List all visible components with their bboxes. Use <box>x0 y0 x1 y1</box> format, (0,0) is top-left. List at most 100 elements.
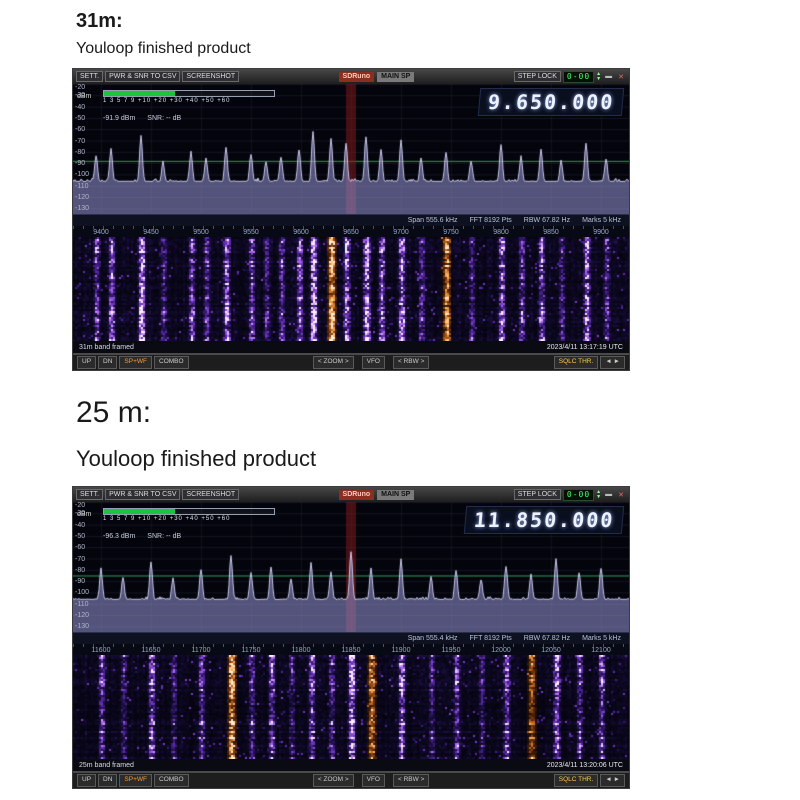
band-subtitle: Youloop finished product <box>76 446 317 471</box>
toolbar-button[interactable]: < ZOOM > <box>312 356 354 369</box>
toolbar-button[interactable]: UP <box>77 774 97 787</box>
toolbar-button[interactable]: COMBO <box>154 356 189 369</box>
pwr-snr-csv-button[interactable]: PWR & SNR TO CSV <box>105 71 181 82</box>
toolbar-button[interactable]: < ZOOM > <box>312 774 354 787</box>
frequency-display[interactable]: 9.650.000 <box>477 88 625 116</box>
status-item: RBW 67.82 Hz <box>523 217 571 224</box>
frequency-tick-label: 9400 <box>93 229 109 236</box>
bottom-toolbar: UP DN SP+WF COMBO < ZOOM > VFO < RBW > SQLC T… <box>73 771 629 788</box>
screenshot-button[interactable]: SCREENSHOT <box>182 489 240 500</box>
frequency-tick-label: 11850 <box>341 647 361 654</box>
band-title: 31m: <box>76 10 123 32</box>
spin-down-icon[interactable]: ▼ <box>596 493 602 500</box>
frequency-display[interactable]: 11.850.000 <box>463 506 625 534</box>
status-bar: Span 555.6 kHz FFT 8192 Pts RBW 67.82 Hz Ma… <box>73 214 629 226</box>
s-meter-fill <box>104 91 176 96</box>
toolbar-button[interactable]: VFO <box>361 356 385 369</box>
settings-button[interactable]: SETT. <box>76 71 104 82</box>
status-item: RBW 67.82 Hz <box>523 635 571 642</box>
toolbar-right-group: SQLC THR. ◄ ► <box>553 774 625 787</box>
close-icon[interactable]: ✕ <box>618 73 624 81</box>
toolbar-left-group: UP DN SP+WF COMBO <box>77 774 189 787</box>
toolbar-button[interactable]: SP+WF <box>119 356 152 369</box>
frequency-axis: 11600 11650 11700 11750 11800 11850 11900 11950… <box>73 644 629 655</box>
timer-spinner[interactable]: ▲ ▼ <box>596 70 602 82</box>
frequency-tick-label: 11650 <box>141 647 161 654</box>
spin-up-icon[interactable]: ▲ <box>596 488 602 495</box>
status-item: Span 555.6 kHz <box>407 217 458 224</box>
s-meter-bar <box>103 90 275 97</box>
toolbar-center-group: < ZOOM > VFO < RBW > <box>192 356 551 369</box>
toolbar-button[interactable]: SP+WF <box>119 774 152 787</box>
sdruno-window-25m: SETT. PWR & SNR TO CSV SCREENSHOT SDRuno… <box>72 486 630 789</box>
timer-display: 0-00 <box>562 70 595 83</box>
toolbar-button[interactable]: COMBO <box>154 774 189 787</box>
toolbar-button[interactable]: UP <box>77 356 97 369</box>
spin-up-icon[interactable]: ▲ <box>596 70 602 77</box>
window-title: SDRuno MAIN SP <box>241 489 512 500</box>
info-row: 31m band framed 2023/4/11 13:17:19 UTC <box>73 341 629 353</box>
frequency-tick-label: 12050 <box>541 647 561 654</box>
titlebar-right: STEP LOCK 0-00 ▲ ▼ ▬ ✕ <box>513 488 626 501</box>
toolbar-button[interactable]: SQLC THR. <box>553 774 599 787</box>
timer-display: 0-00 <box>562 488 595 501</box>
meter-readout: -96.3 dBm SNR: -- dB <box>103 533 181 540</box>
display-area: -20 -30 -40 -50 -60 -70 -80 -90 -100 -110 -120 -130… <box>73 84 629 353</box>
toolbar-button[interactable]: ◄ ► <box>600 774 625 787</box>
frequency-tick-label: 9850 <box>543 229 559 236</box>
power-readout: -91.9 dBm <box>103 115 136 122</box>
waterfall-canvas[interactable] <box>73 655 629 759</box>
toolbar-right-group: SQLC THR. ◄ ► <box>553 356 625 369</box>
pwr-snr-csv-button[interactable]: PWR & SNR TO CSV <box>105 489 181 500</box>
frequency-tick-label: 9550 <box>243 229 259 236</box>
status-item: Marks 5 kHz <box>582 217 621 224</box>
s-meter-fill <box>104 509 176 514</box>
frequency-tick-label: 11600 <box>91 647 111 654</box>
window-name: MAIN SP <box>377 489 415 500</box>
band-title: 25 m: <box>76 396 152 429</box>
bottom-toolbar: UP DN SP+WF COMBO < ZOOM > VFO < RBW > SQLC T… <box>73 353 629 370</box>
s-meter-scale: 1 3 5 7 9 +10 +20 +30 +40 +50 +60 <box>103 516 231 522</box>
waterfall-canvas[interactable] <box>73 237 629 341</box>
status-bar: Span 555.4 kHz FFT 8192 Pts RBW 67.82 Hz Ma… <box>73 632 629 644</box>
settings-button[interactable]: SETT. <box>76 489 104 500</box>
frequency-tick-label: 9450 <box>143 229 159 236</box>
close-icon[interactable]: ✕ <box>618 491 624 499</box>
s-meter: 1 3 5 7 9 +10 +20 +30 +40 +50 +60 <box>103 90 275 104</box>
meter-readout: -91.9 dBm SNR: -- dB <box>103 115 181 122</box>
spin-down-icon[interactable]: ▼ <box>596 75 602 82</box>
tick-marks <box>73 226 629 229</box>
snr-readout: SNR: -- dB <box>147 115 182 122</box>
frequency-tick-label: 11750 <box>241 647 261 654</box>
minimize-icon[interactable]: ▬ <box>605 491 613 498</box>
frequency-tick-label: 9750 <box>443 229 459 236</box>
sdruno-window-31m: SETT. PWR & SNR TO CSV SCREENSHOT SDRuno… <box>72 68 630 371</box>
toolbar-button[interactable]: DN <box>98 774 118 787</box>
toolbar-button[interactable]: DN <box>98 356 118 369</box>
toolbar-button[interactable]: ◄ ► <box>600 356 625 369</box>
frequency-tick-label: 9650 <box>343 229 359 236</box>
band-subtitle: Youloop finished product <box>76 40 251 57</box>
step-lock-button[interactable]: STEP LOCK <box>513 489 561 500</box>
display-area: -20 -30 -40 -50 -60 -70 -80 -90 -100 -110 -120 -130… <box>73 502 629 771</box>
toolbar-button[interactable]: < RBW > <box>393 774 430 787</box>
status-item: FFT 8192 Pts <box>469 635 512 642</box>
frequency-tick-label: 11800 <box>291 647 311 654</box>
section-heading-31m: 31m: Youloop finished product <box>76 10 251 58</box>
frequency-tick-label: 9800 <box>493 229 509 236</box>
step-lock-button[interactable]: STEP LOCK <box>513 71 561 82</box>
status-item: Marks 5 kHz <box>582 635 621 642</box>
toolbar-button[interactable]: VFO <box>361 774 385 787</box>
status-item: Span 555.4 kHz <box>407 635 458 642</box>
screenshot-button[interactable]: SCREENSHOT <box>182 71 240 82</box>
timer-spinner[interactable]: ▲ ▼ <box>596 488 602 500</box>
toolbar-center-group: < ZOOM > VFO < RBW > <box>192 774 551 787</box>
app-name: SDRuno <box>338 71 375 82</box>
minimize-icon[interactable]: ▬ <box>605 73 613 80</box>
s-meter: 1 3 5 7 9 +10 +20 +30 +40 +50 +60 <box>103 508 275 522</box>
toolbar-button[interactable]: SQLC THR. <box>553 356 599 369</box>
toolbar-button[interactable]: < RBW > <box>393 356 430 369</box>
title-bar: SETT. PWR & SNR TO CSV SCREENSHOT SDRuno… <box>73 487 629 502</box>
s-meter-scale: 1 3 5 7 9 +10 +20 +30 +40 +50 +60 <box>103 98 231 104</box>
